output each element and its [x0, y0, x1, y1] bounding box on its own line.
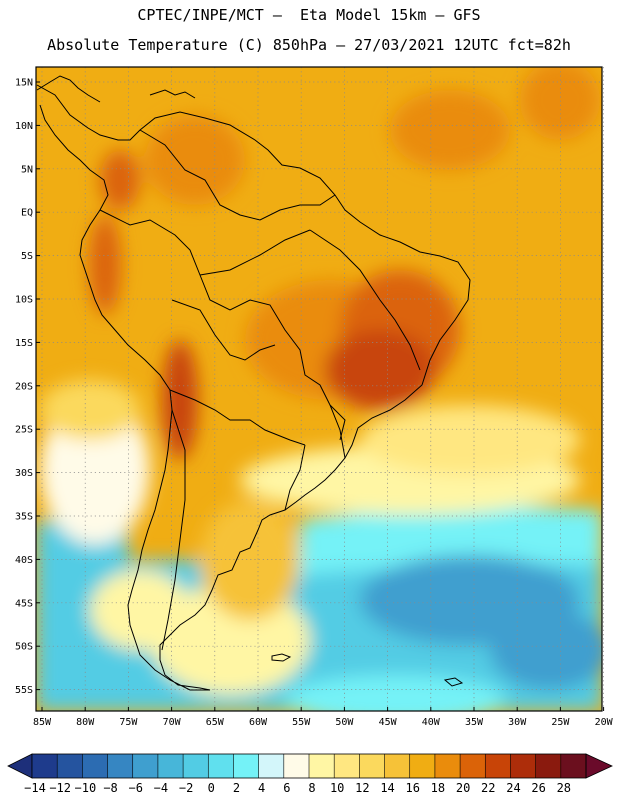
temperature-field	[36, 67, 602, 711]
lat-label-15n: 15N	[15, 78, 33, 89]
colorbar-label: 22	[481, 781, 495, 795]
colorbar-label: −8	[103, 781, 117, 795]
lat-label-20s: 20S	[15, 381, 33, 392]
lon-label-70w: 70W	[163, 717, 182, 728]
colorbar-swatch	[309, 754, 335, 778]
lat-label-35s: 35S	[15, 512, 33, 523]
lat-label-10n: 10N	[15, 121, 33, 132]
colorbar: −14 −12 −10 −8 −6 −4 −2 0 2 4 6 8 10 12 14 16 18 20 22 24 26…	[7, 753, 613, 795]
lat-label-30s: 30S	[15, 468, 33, 479]
chart-title-line-2: Absolute Temperature (C) 850hPa – 27/03/…	[47, 36, 571, 54]
colorbar-label: 4	[258, 781, 265, 795]
colorbar-swatch	[283, 754, 310, 778]
colorbar-label: 10	[330, 781, 344, 795]
lat-label-eq: EQ	[21, 208, 33, 219]
colorbar-label: 0	[208, 781, 215, 795]
lon-label-45w: 45W	[379, 717, 398, 728]
lon-label-75w: 75W	[119, 717, 138, 728]
colorbar-swatch	[384, 754, 411, 778]
latitude-labels: 15N 10N 5N EQ 5S 10S 15S 20S 25S 30S 35S 40S 45S 50S 5…	[15, 78, 40, 696]
lon-label-50w: 50W	[335, 717, 354, 728]
colorbar-swatch	[560, 754, 587, 778]
colorbar-label: 24	[506, 781, 520, 795]
lon-label-80w: 80W	[76, 717, 95, 728]
colorbar-high-arrow	[585, 753, 613, 779]
lon-label-65w: 65W	[206, 717, 225, 728]
colorbar-low-arrow	[7, 753, 33, 779]
colorbar-swatch	[334, 754, 360, 778]
colorbar-label: 8	[308, 781, 315, 795]
colorbar-label: −2	[179, 781, 193, 795]
colorbar-swatch	[157, 754, 184, 778]
colorbar-swatch	[359, 754, 385, 778]
colorbar-swatch	[57, 754, 83, 778]
lat-label-5s: 5S	[21, 251, 33, 262]
lat-label-10s: 10S	[15, 295, 33, 306]
lat-label-25s: 25S	[15, 425, 33, 436]
colorbar-swatch	[233, 754, 259, 778]
colorbar-label: 12	[355, 781, 369, 795]
colorbar-swatch	[409, 754, 436, 778]
lat-label-15s: 15S	[15, 338, 33, 349]
lon-label-85w: 85W	[33, 717, 52, 728]
colorbar-label: 2	[233, 781, 240, 795]
map-frame	[35, 66, 603, 712]
longitude-labels: 85W 80W 75W 70W 65W 60W 55W 50W 45W 40W 35W 30W 25W 2…	[33, 707, 614, 728]
lat-label-45s: 45S	[15, 598, 33, 609]
colorbar-swatch	[258, 754, 285, 778]
colorbar-swatch	[183, 754, 209, 778]
chart-title-line-1: CPTEC/INPE/MCT – Eta Model 15km – GFS	[137, 6, 481, 24]
colorbar-label: 16	[406, 781, 420, 795]
colorbar-label: −12	[49, 781, 71, 795]
colorbar-swatch	[485, 754, 511, 778]
colorbar-swatch	[82, 754, 108, 778]
lat-label-55s: 55S	[15, 685, 33, 696]
colorbar-label: −14	[24, 781, 46, 795]
colorbar-label: 28	[557, 781, 571, 795]
lon-label-20w: 20W	[595, 717, 614, 728]
coastlines	[36, 75, 471, 691]
colorbar-label: −10	[75, 781, 97, 795]
colorbar-swatch	[460, 754, 486, 778]
colorbar-label: 18	[431, 781, 445, 795]
colorbar-swatch	[208, 754, 234, 778]
colorbar-label: −4	[154, 781, 168, 795]
lon-label-40w: 40W	[422, 717, 441, 728]
lat-label-50s: 50S	[15, 642, 33, 653]
colorbar-label: 14	[380, 781, 394, 795]
lat-label-40s: 40S	[15, 555, 33, 566]
lon-label-35w: 35W	[465, 717, 484, 728]
colorbar-swatch	[32, 754, 58, 778]
colorbar-swatch	[434, 754, 461, 778]
lon-label-30w: 30W	[508, 717, 527, 728]
colorbar-swatch	[107, 754, 134, 778]
lon-label-60w: 60W	[249, 717, 268, 728]
lat-label-5n: 5N	[21, 164, 33, 175]
colorbar-label: 26	[531, 781, 545, 795]
colorbar-swatch	[132, 754, 159, 778]
colorbar-swatch	[510, 754, 536, 778]
lon-label-55w: 55W	[292, 717, 311, 728]
colorbar-swatch	[535, 754, 562, 778]
colorbar-label: −6	[129, 781, 143, 795]
colorbar-label: 20	[456, 781, 470, 795]
colorbar-label: 6	[283, 781, 290, 795]
lon-label-25w: 25W	[551, 717, 570, 728]
